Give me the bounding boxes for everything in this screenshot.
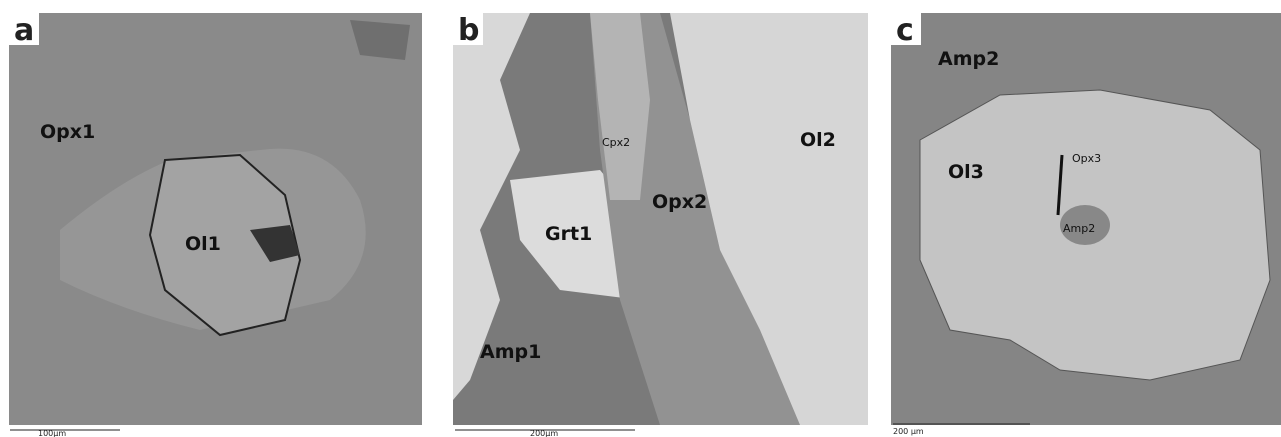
mineral-label: Grt1 <box>545 223 592 245</box>
page: a Opx1 Ol1 100µm b Cpx2 Ol2 Opx2 Grt1 Am… <box>0 0 1281 437</box>
panel-letter: b <box>458 13 479 48</box>
panel-b: b Cpx2 Ol2 Opx2 Grt1 Amp1 200µm <box>453 13 868 437</box>
panel-letter: c <box>896 13 914 48</box>
panel-letter: a <box>14 13 34 48</box>
panel-c: c Amp2 Ol3 Opx3 Amp2 200 µm <box>891 13 1281 436</box>
scale-bar-label: 100µm <box>38 429 66 437</box>
mineral-label: Ol2 <box>800 129 836 151</box>
mineral-label: Amp1 <box>480 341 541 363</box>
mineral-label: Amp2 <box>1063 222 1095 235</box>
mineral-label: Opx1 <box>40 121 95 143</box>
scale-bar-label: 200µm <box>530 429 558 437</box>
mineral-label: Ol1 <box>185 233 221 255</box>
scale-bar-label: 200 µm <box>893 427 924 436</box>
panel-a: a Opx1 Ol1 100µm <box>9 13 422 437</box>
figure: a Opx1 Ol1 100µm b Cpx2 Ol2 Opx2 Grt1 Am… <box>0 0 1281 437</box>
mineral-label: Amp2 <box>938 48 999 70</box>
mineral-label: Ol3 <box>948 161 984 183</box>
mineral-label: Opx3 <box>1072 152 1101 165</box>
mineral-label: Cpx2 <box>602 136 630 149</box>
mineral-label: Opx2 <box>652 191 707 213</box>
